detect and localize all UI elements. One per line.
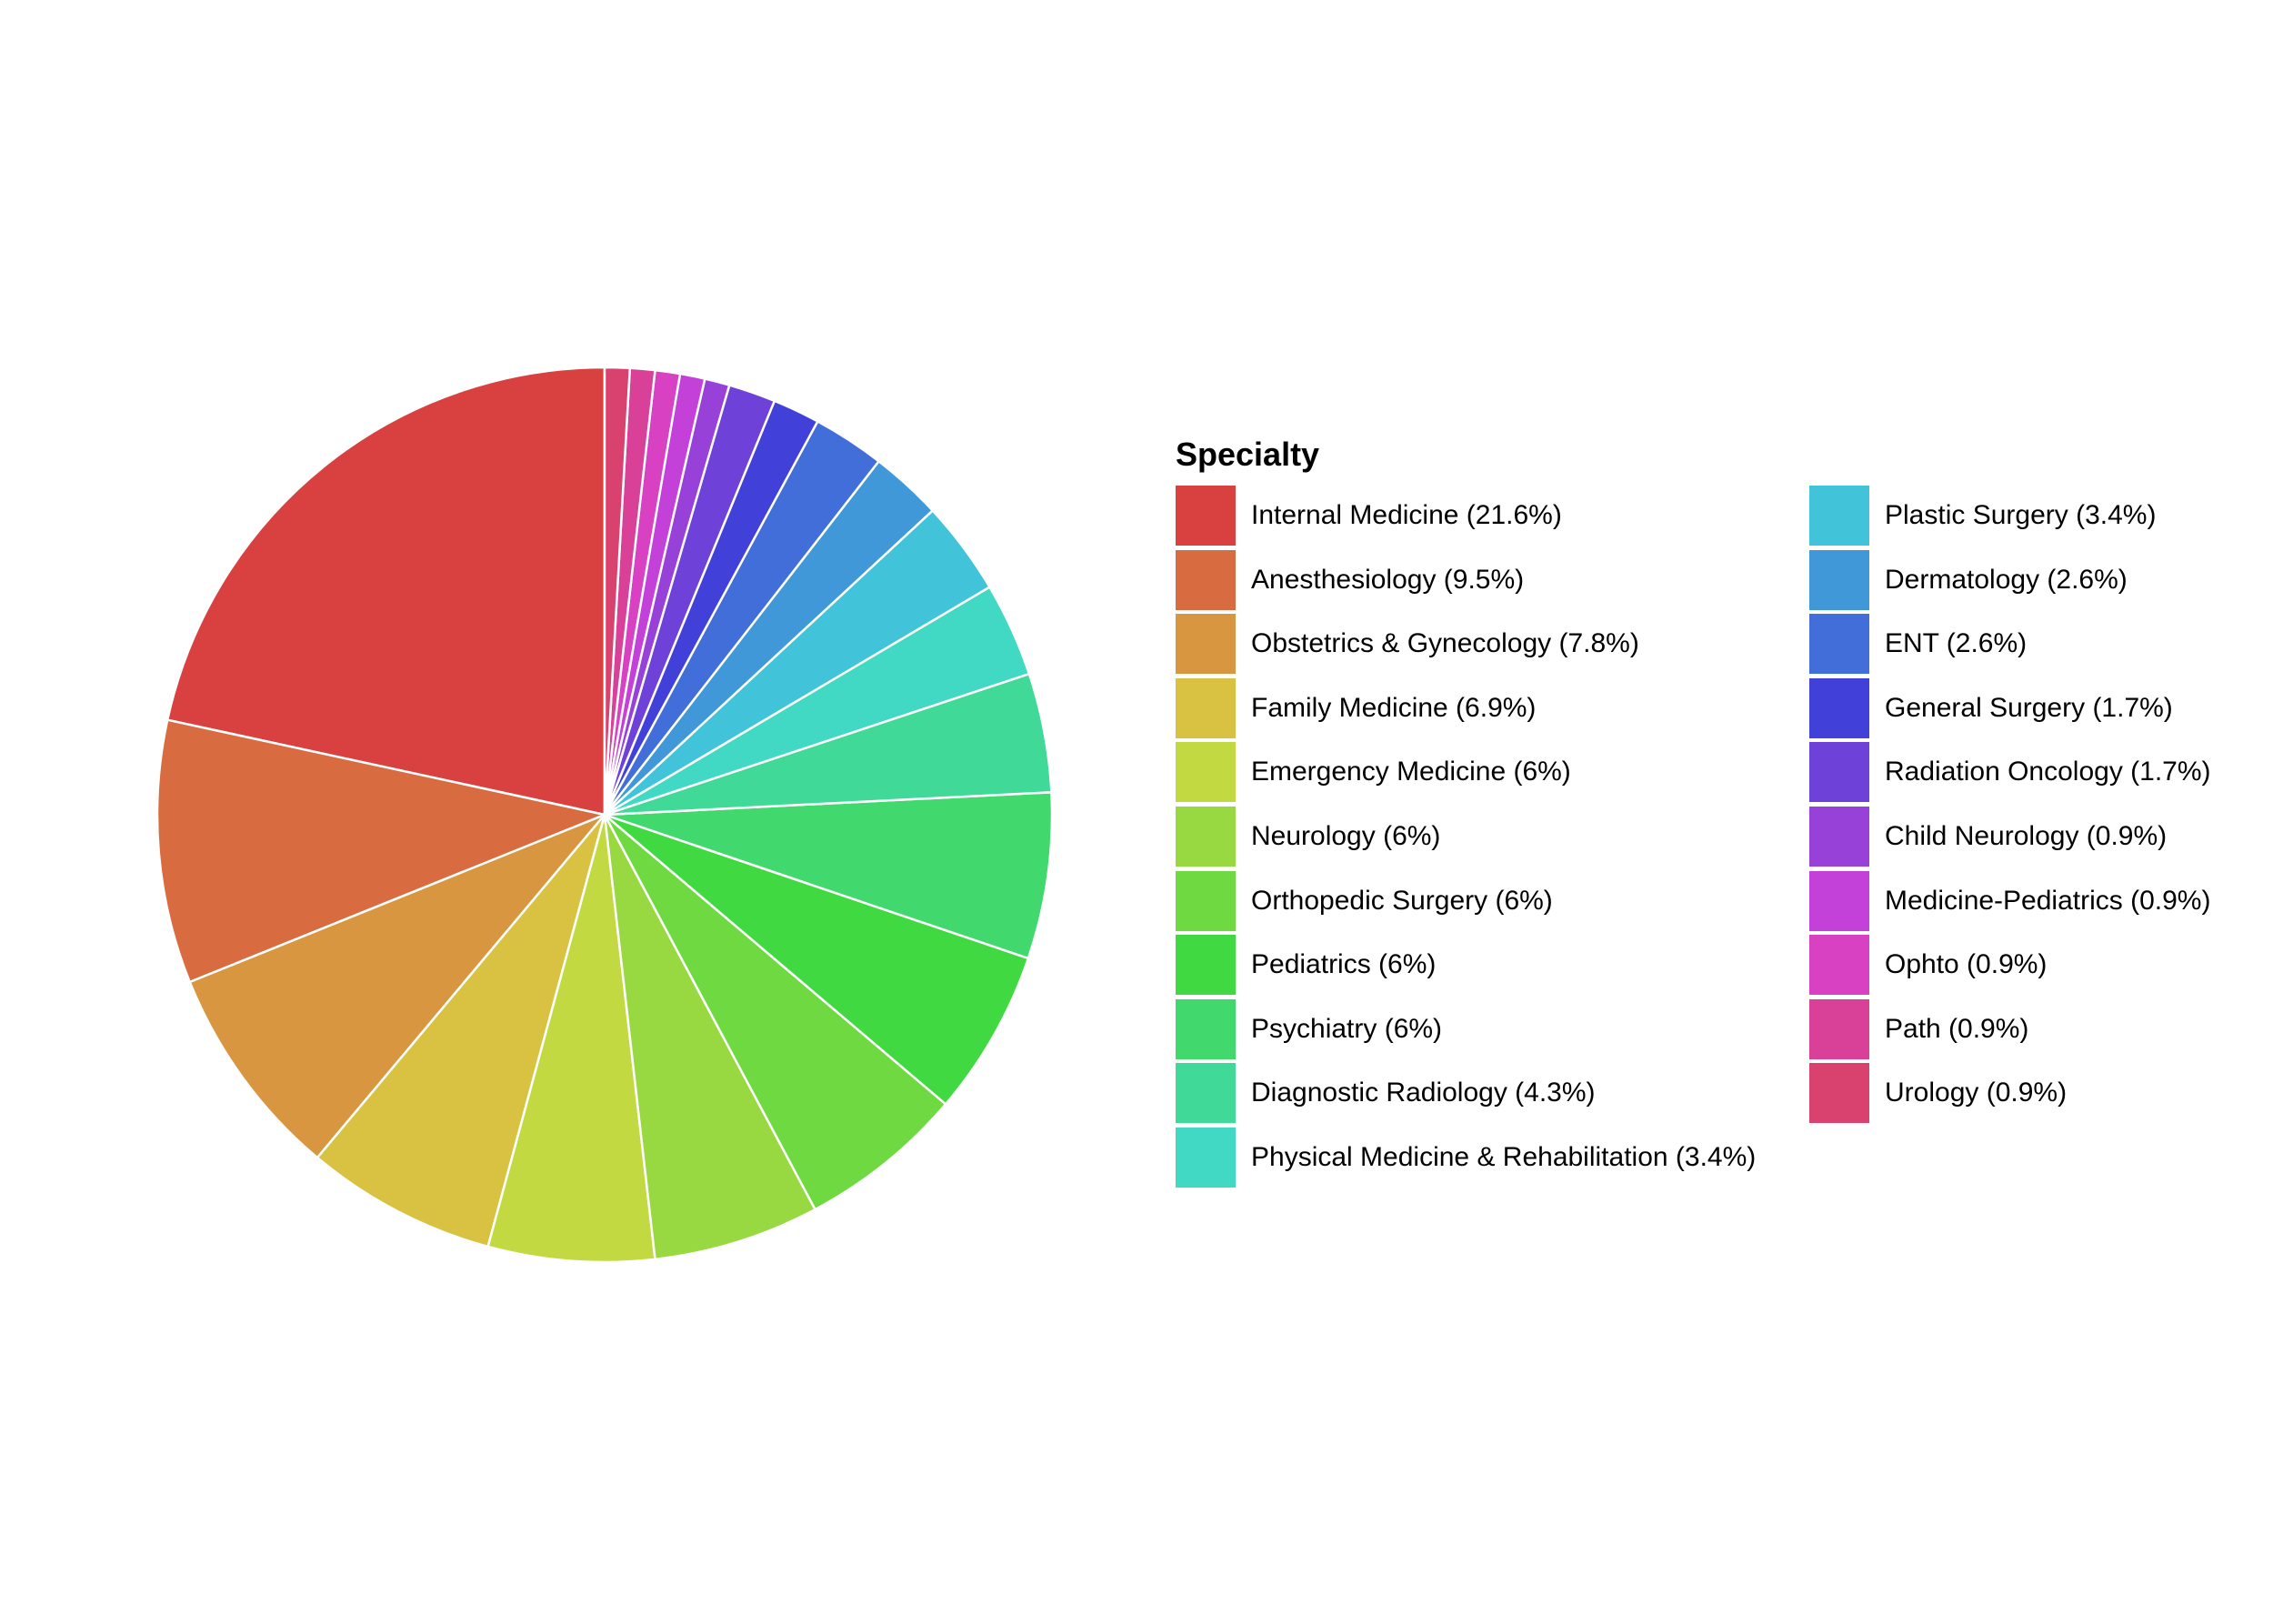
pie-slice-6 — [603, 814, 947, 1211]
legend-label: Medicine-Pediatrics (0.9%) — [1885, 885, 2211, 916]
legend-swatch — [1176, 486, 1236, 546]
pie-slice-8 — [604, 790, 1054, 960]
legend-label: Emergency Medicine (6%) — [1251, 757, 1571, 787]
legend-swatch — [1809, 935, 1869, 996]
legend-label: Diagnostic Radiology (4.3%) — [1251, 1078, 1596, 1108]
legend-swatch — [1809, 614, 1869, 675]
legend-label: Orthopedic Surgery (6%) — [1251, 885, 1553, 916]
legend-swatch — [1176, 677, 1236, 738]
pie-slice-1 — [155, 718, 609, 984]
legend-label: Pediatrics (6%) — [1251, 949, 1437, 980]
legend-swatch — [1809, 998, 1869, 1059]
legend-label: Dermatology (2.6%) — [1885, 564, 2128, 595]
legend-swatch — [1176, 1127, 1236, 1188]
legend-swatch — [1809, 806, 1869, 867]
legend-title: Specialty — [1176, 436, 1320, 473]
legend-swatch — [1809, 677, 1869, 738]
legend-swatch — [1176, 806, 1236, 867]
legend-swatch — [1809, 870, 1869, 931]
legend-swatch — [1176, 870, 1236, 931]
legend-label: Path (0.9%) — [1885, 1013, 2029, 1044]
legend-label: Neurology (6%) — [1251, 820, 1441, 851]
legend-label: Child Neurology (0.9%) — [1885, 820, 2168, 851]
legend-swatch — [1809, 549, 1869, 610]
legend-swatch — [1809, 486, 1869, 546]
pie-slice-3 — [315, 814, 606, 1248]
legend-swatch — [1176, 1063, 1236, 1124]
legend-label: ENT (2.6%) — [1885, 628, 2028, 659]
legend-label: General Surgery (1.7%) — [1885, 692, 2173, 723]
legend-swatch — [1176, 935, 1236, 996]
legend-swatch — [1809, 1063, 1869, 1124]
pie-slice-0 — [165, 366, 606, 817]
legend-swatch — [1176, 549, 1236, 610]
legend-label: Psychiatry (6%) — [1251, 1013, 1443, 1044]
legend-swatch — [1809, 742, 1869, 803]
pie-slice-5 — [603, 814, 817, 1261]
legend-label: Physical Medicine & Rehabilitation (3.4%… — [1251, 1141, 1757, 1172]
legend-label: Family Medicine (6.9%) — [1251, 692, 1537, 723]
legend-label: Ophto (0.9%) — [1885, 949, 2048, 980]
pie-slice-7 — [604, 813, 1030, 1107]
legend-swatch — [1176, 742, 1236, 803]
legend-swatch — [1176, 614, 1236, 675]
legend-label: Urology (0.9%) — [1885, 1078, 2068, 1108]
legend-label: Plastic Surgery (3.4%) — [1885, 500, 2157, 530]
legend-label: Internal Medicine (21.6%) — [1251, 500, 1562, 530]
legend-swatch — [1176, 998, 1236, 1059]
pie-slice-20 — [603, 366, 632, 816]
legend-label: Anesthesiology (9.5%) — [1251, 564, 1525, 595]
pie-slice-2 — [188, 813, 606, 1159]
pie-slice-4 — [486, 814, 656, 1264]
legend-label: Obstetrics & Gynecology (7.8%) — [1251, 628, 1639, 659]
legend-label: Radiation Oncology (1.7%) — [1885, 757, 2211, 787]
